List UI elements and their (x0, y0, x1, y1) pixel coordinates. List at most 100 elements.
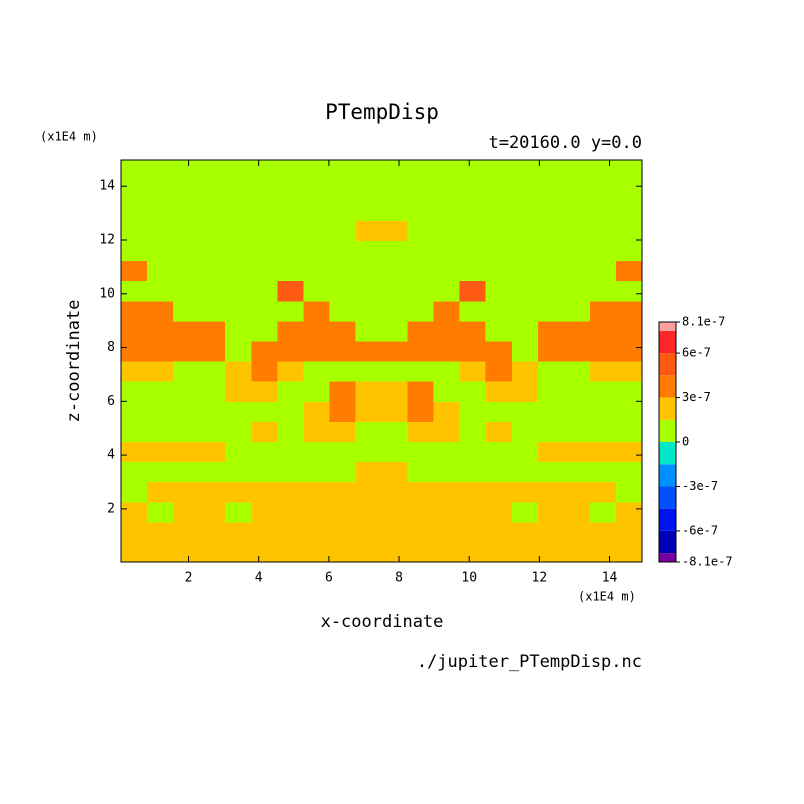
contour-cell (225, 320, 252, 342)
contour-cell (381, 180, 409, 201)
contour-cell (459, 300, 487, 322)
contour-cell (407, 461, 435, 483)
contour-cell (121, 541, 148, 563)
contour-cell (173, 381, 200, 402)
contour-cell (173, 521, 200, 543)
contour-cell (147, 441, 174, 463)
contour-cell (485, 220, 513, 241)
contour-cell (563, 160, 591, 181)
contour-cell (277, 481, 304, 503)
contour-cell (277, 180, 304, 201)
colorbar-tick-label: 8.1e-7 (682, 315, 725, 329)
contour-cell (199, 521, 226, 543)
contour-cell (147, 541, 174, 563)
contour-cell (251, 501, 278, 523)
contour-cell (615, 441, 643, 463)
contour-cell (433, 240, 461, 262)
contour-cell (277, 200, 304, 221)
contour-cell (433, 260, 461, 282)
contour-cell (173, 260, 200, 282)
contour-cell (277, 260, 304, 282)
contour-cell (355, 501, 383, 523)
contour-cell (251, 300, 278, 322)
contour-cell (147, 280, 174, 302)
contour-cell (277, 361, 304, 382)
contour-cell (277, 300, 304, 322)
contour-cell (615, 401, 643, 422)
contour-cell (303, 481, 330, 503)
contour-cell (433, 541, 461, 563)
contour-cell (147, 320, 174, 342)
contour-cell (303, 200, 330, 221)
x-tick-label: 6 (325, 571, 333, 586)
contour-cell (615, 421, 643, 442)
contour-cell (173, 180, 200, 201)
contour-cell (147, 220, 174, 241)
contour-cell (433, 160, 461, 181)
contour-cell (199, 401, 226, 422)
contour-cell (407, 240, 435, 262)
contour-cell (563, 481, 591, 503)
contour-cell (615, 260, 643, 282)
contour-cell (615, 340, 643, 362)
contour-cell (173, 220, 200, 241)
contour-cell (225, 381, 252, 402)
contour-cell (251, 220, 278, 241)
colorbar-tick-label: -6e-7 (682, 523, 718, 537)
contour-cell (173, 240, 200, 262)
contour-cell (225, 481, 252, 503)
colorbar-band (659, 330, 676, 354)
contour-cell (277, 461, 304, 483)
contour-cell (537, 300, 565, 322)
contour-cell (511, 220, 539, 241)
contour-cell (537, 220, 565, 241)
contour-cell (199, 501, 226, 523)
contour-cell (563, 361, 591, 382)
contour-cell (433, 501, 461, 523)
contour-cell (381, 381, 409, 402)
contour-cell (407, 381, 435, 402)
contour-cell (147, 180, 174, 201)
contour-cell (303, 260, 330, 282)
contour-cell (589, 260, 617, 282)
contour-cell (589, 461, 617, 483)
contour-field (121, 160, 643, 563)
contour-cell (511, 461, 539, 483)
contour-cell (615, 361, 643, 382)
contour-cell (433, 300, 461, 322)
contour-cell (407, 180, 435, 201)
contour-cell (381, 320, 409, 342)
contour-cell (329, 361, 357, 382)
contour-cell (251, 361, 278, 382)
contour-cell (121, 401, 148, 422)
contour-cell (407, 441, 435, 463)
contour-cell (537, 421, 565, 442)
contour-cell (589, 401, 617, 422)
contour-cell (563, 280, 591, 302)
contour-cell (485, 180, 513, 201)
contour-cell (433, 320, 461, 342)
contour-cell (251, 401, 278, 422)
contour-cell (147, 361, 174, 382)
contour-cell (433, 381, 461, 402)
contour-cell (511, 541, 539, 563)
contour-cell (407, 200, 435, 221)
contour-cell (173, 541, 200, 563)
contour-cell (459, 521, 487, 543)
contour-cell (407, 541, 435, 563)
contour-cell (511, 361, 539, 382)
contour-cell (511, 160, 539, 181)
contour-cell (563, 381, 591, 402)
contour-cell (199, 541, 226, 563)
contour-cell (485, 541, 513, 563)
contour-cell (329, 461, 357, 483)
contour-cell (303, 160, 330, 181)
contour-cell (199, 340, 226, 362)
contour-cell (485, 521, 513, 543)
contour-cell (121, 441, 148, 463)
contour-cell (303, 340, 330, 362)
contour-cell (511, 441, 539, 463)
contour-cell (589, 501, 617, 523)
contour-cell (433, 421, 461, 442)
contour-cell (303, 441, 330, 463)
